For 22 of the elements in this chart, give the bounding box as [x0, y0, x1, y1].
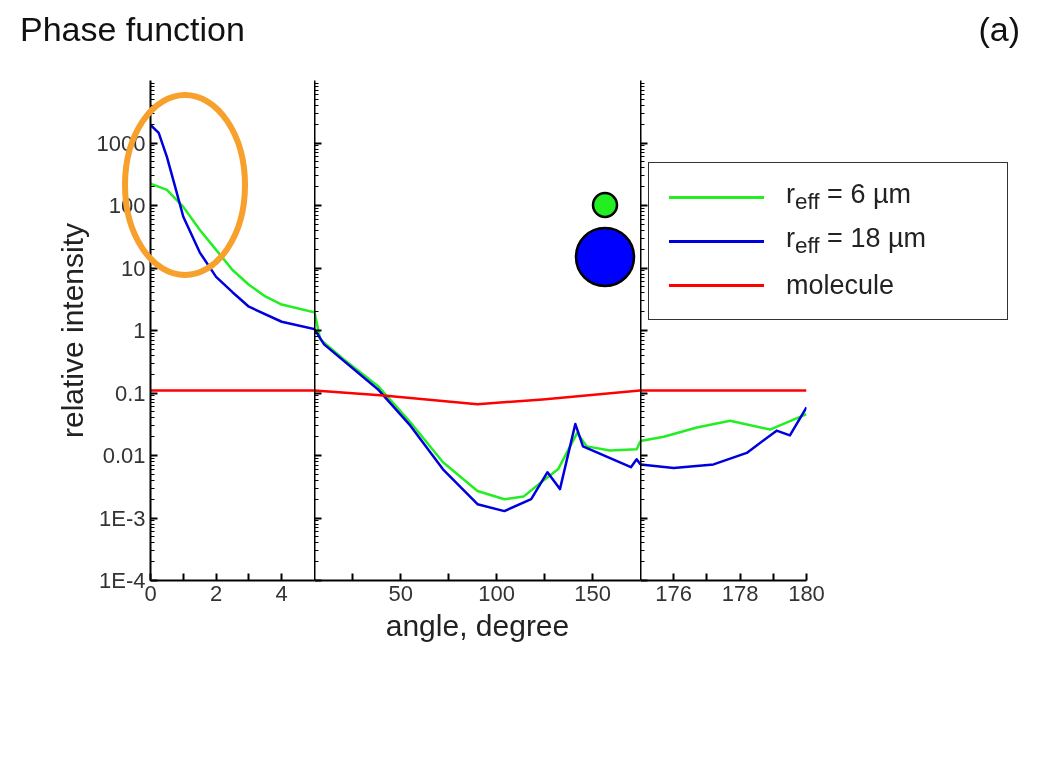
y-axis-title: relative intensity [55, 222, 89, 439]
legend-label: molecule [786, 268, 895, 302]
x-tick-label: 150 [574, 580, 611, 606]
chart-title: Phase function [20, 9, 245, 50]
y-tick-label: 0.1 [114, 380, 146, 406]
y-tick-label: 1 [133, 318, 146, 343]
y-tick-label: 10 [121, 255, 146, 281]
x-tick-label: 180 [788, 580, 825, 606]
y-tick-label: 0.01 [102, 443, 146, 468]
x-tick-label: 0 [144, 580, 157, 606]
legend-label: r$_{eff}$ = 6 µm [786, 178, 911, 217]
legend-label: r$_{eff}$ = 18 µm [786, 222, 926, 261]
x-tick-label: 178 [721, 580, 759, 606]
x-tick-label: 2 [209, 580, 223, 606]
x-tick-label: 100 [478, 580, 516, 606]
y-tick-label: 1E-3 [99, 505, 146, 531]
x-tick-label: 50 [388, 580, 414, 606]
x-tick-label: 176 [655, 580, 693, 606]
y-tick-label: 1E-4 [99, 568, 146, 593]
x-axis-title: angle, degree [385, 608, 570, 642]
text: (a) [978, 9, 1020, 50]
x-tick-label: 4 [275, 580, 288, 606]
